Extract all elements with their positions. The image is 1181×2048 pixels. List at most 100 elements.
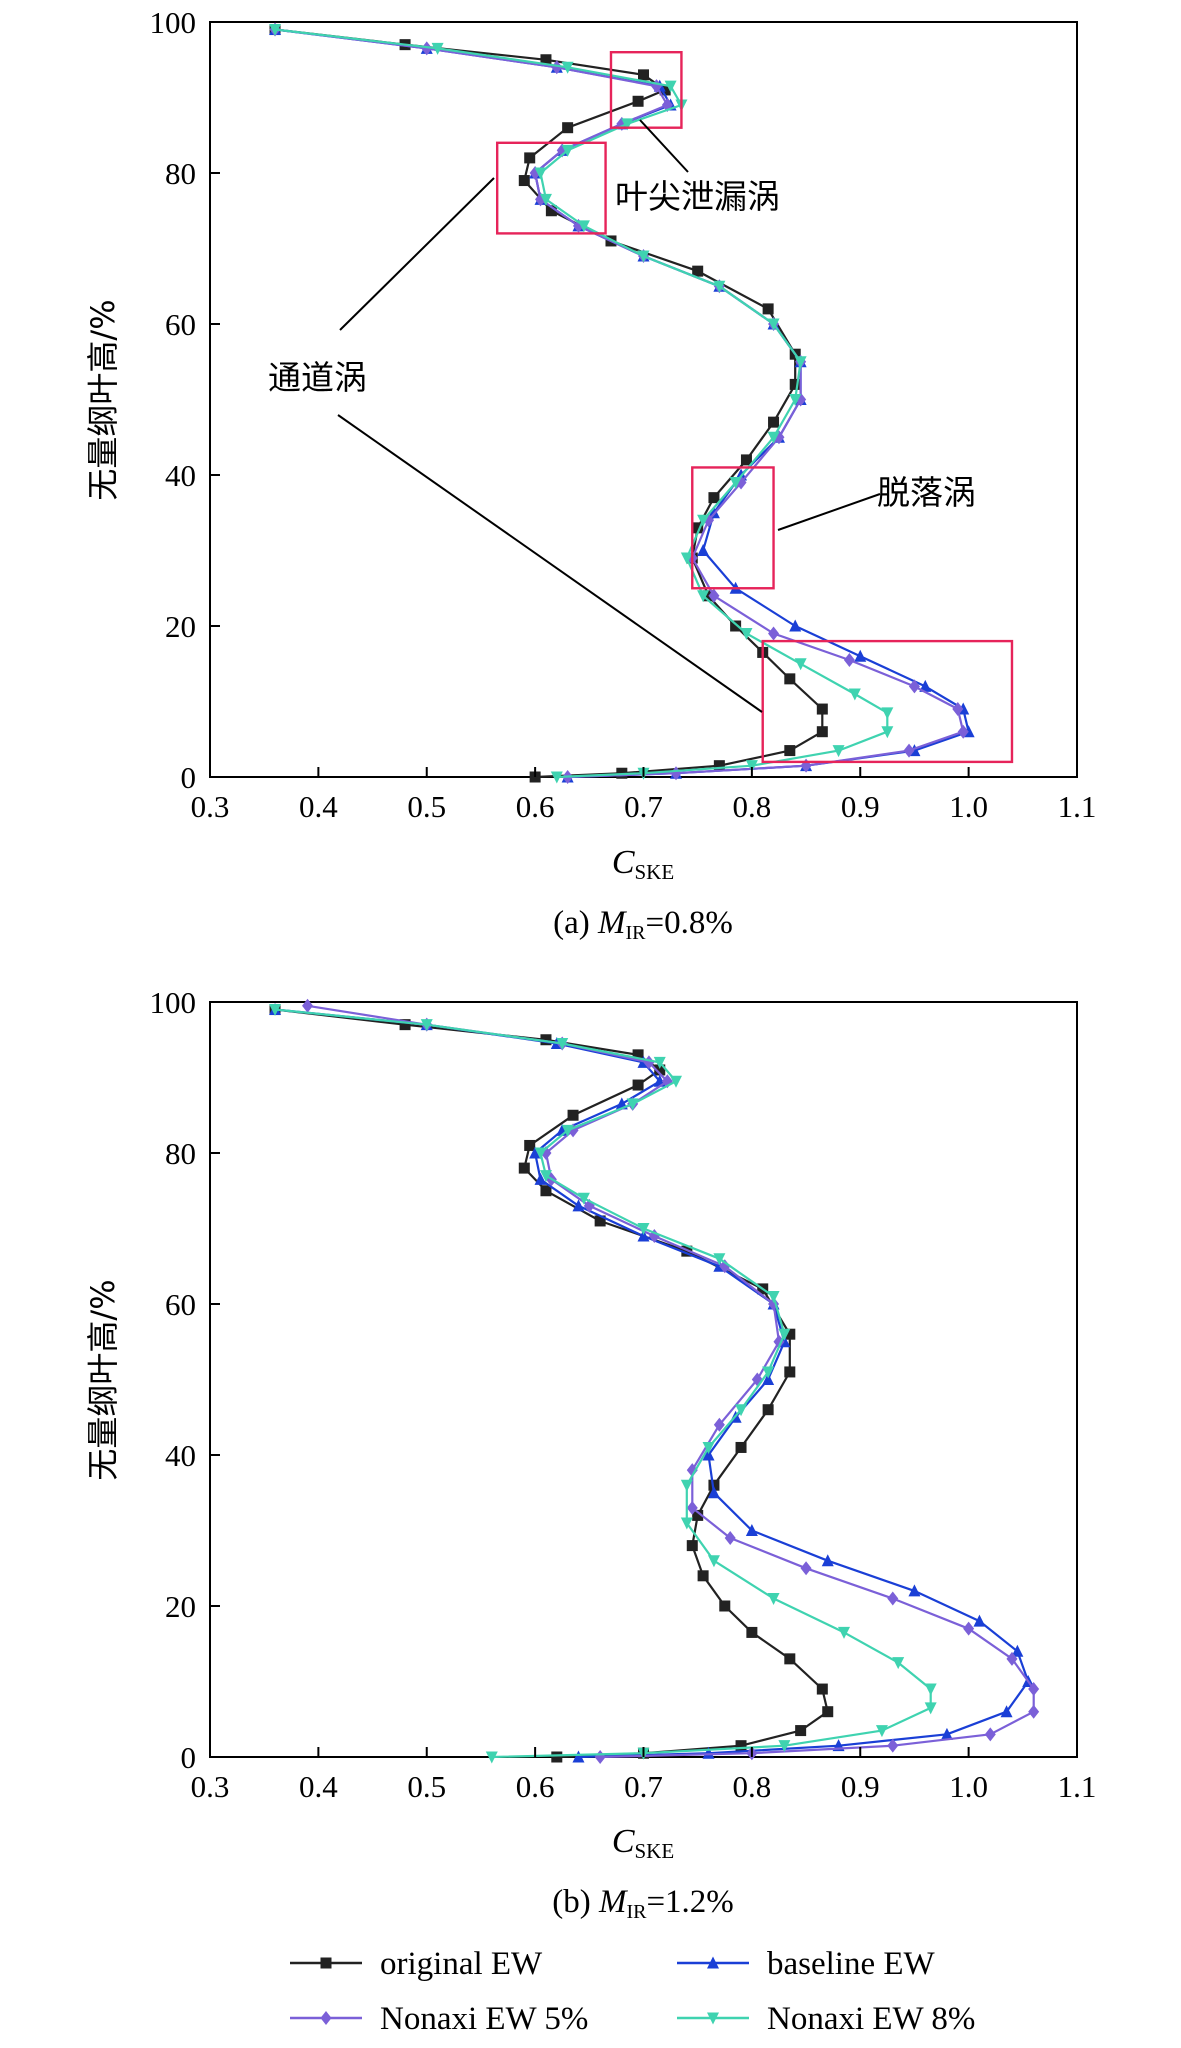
data-point	[680, 1479, 693, 1492]
data-point	[577, 220, 590, 233]
legend-label: original EW	[380, 1946, 543, 1982]
annotation-box	[495, 141, 607, 235]
annotation-box	[691, 466, 775, 590]
data-point	[551, 60, 563, 75]
caption-sub: IR	[626, 1901, 647, 1923]
data-point	[816, 1683, 828, 1695]
data-point	[534, 167, 547, 180]
data-point	[654, 1064, 666, 1076]
data-point	[740, 628, 753, 641]
data-point	[697, 1570, 709, 1582]
data-point	[518, 175, 530, 187]
data-point	[952, 702, 964, 717]
caption-var: M	[598, 1884, 628, 1920]
data-point	[881, 707, 894, 720]
x-tick-label: 1.1	[1058, 1769, 1097, 1804]
leader-line-passage-vortex-upper	[339, 177, 495, 331]
data-point	[686, 1500, 698, 1515]
data-point	[686, 1463, 698, 1478]
data-point	[784, 1366, 796, 1378]
caption-sub: IR	[626, 922, 647, 944]
x-axis-label: CSKE	[612, 844, 674, 884]
data-point	[540, 1034, 552, 1046]
data-point	[431, 42, 444, 55]
data-point	[550, 771, 563, 784]
x-tick-label: 0.6	[516, 1769, 555, 1804]
data-point	[794, 658, 807, 671]
data-point	[778, 1740, 791, 1753]
y-axis-label: 无量纲叶高/%	[84, 299, 122, 500]
series-line-baseline-ew	[274, 28, 970, 779]
data-point	[816, 703, 828, 715]
data-point	[984, 1727, 996, 1742]
data-point	[518, 1162, 530, 1174]
caption-rest: =0.8%	[646, 905, 733, 941]
x-axis-label-main: C	[612, 844, 635, 881]
data-point	[1000, 1705, 1013, 1718]
data-point	[551, 1751, 563, 1763]
y-tick-label: 100	[150, 985, 197, 1020]
data-point	[746, 1626, 758, 1638]
data-point	[881, 726, 894, 739]
data-point	[740, 454, 752, 466]
data-point	[692, 1509, 704, 1521]
y-tick-label: 40	[165, 1438, 196, 1473]
data-point	[1028, 1682, 1040, 1697]
x-tick-label: 0.5	[407, 789, 446, 824]
data-point	[735, 1404, 748, 1417]
data-point	[789, 619, 802, 632]
data-point	[762, 1366, 775, 1379]
data-point	[269, 1004, 282, 1017]
x-tick-label: 1.1	[1058, 789, 1097, 824]
data-point	[784, 1328, 796, 1340]
series-original-ew	[269, 24, 828, 783]
caption-var: M	[597, 905, 627, 941]
data-point	[708, 492, 720, 504]
data-point	[745, 760, 758, 773]
annotation-box-layer	[495, 51, 1014, 764]
legend-marker	[320, 1957, 332, 1969]
data-point	[767, 1290, 780, 1303]
data-point	[892, 1657, 905, 1670]
data-point	[822, 1706, 834, 1718]
panel-a: 0.3 0.4 0.5 0.6 0.7 0.8 0.9 1.0 1.1020406080100 …	[84, 5, 1096, 944]
data-point	[903, 743, 915, 758]
data-point	[680, 1517, 693, 1530]
x-tick-label: 0.7	[624, 789, 663, 824]
annotation-box	[761, 639, 1014, 764]
legend-symbol	[677, 1956, 749, 1969]
data-point	[713, 1417, 725, 1432]
x-tick-label: 0.3	[191, 789, 230, 824]
panel-caption: (a) MIR=0.8%	[553, 905, 733, 944]
data-point	[816, 726, 828, 738]
data-point	[821, 1554, 834, 1567]
series-line-baseline-ew	[274, 1008, 1030, 1759]
y-tick-label: 40	[165, 458, 196, 493]
y-tick-label: 60	[165, 1287, 196, 1322]
data-point	[768, 416, 780, 428]
data-point	[485, 1751, 498, 1764]
data-point	[735, 1441, 747, 1453]
y-tick-label: 0	[181, 760, 197, 795]
data-point	[784, 1653, 796, 1665]
data-point	[524, 1139, 536, 1151]
data-point	[697, 514, 710, 527]
annotation-shed-vortex: 脱落涡	[877, 473, 976, 512]
data-point	[730, 620, 742, 632]
data-point	[729, 477, 742, 490]
data-point	[637, 1229, 650, 1242]
series-nonaxi-ew-8	[269, 1004, 937, 1764]
data-point	[784, 745, 796, 757]
x-tick-label: 0.4	[299, 789, 338, 824]
data-point	[664, 80, 677, 93]
x-tick-label: 0.9	[841, 789, 880, 824]
y-tick-label: 20	[165, 1589, 196, 1624]
legend-item-baseline-ew: baseline EW	[677, 1946, 936, 1982]
x-tick-label: 0.9	[841, 1769, 880, 1804]
legend-marker	[707, 2012, 719, 2025]
legend-label: Nonaxi EW 8%	[767, 2001, 975, 2037]
data-point	[659, 84, 671, 96]
legend-item-nonaxi-ew-8: Nonaxi EW 8%	[677, 2001, 975, 2037]
data-point	[973, 1614, 986, 1627]
